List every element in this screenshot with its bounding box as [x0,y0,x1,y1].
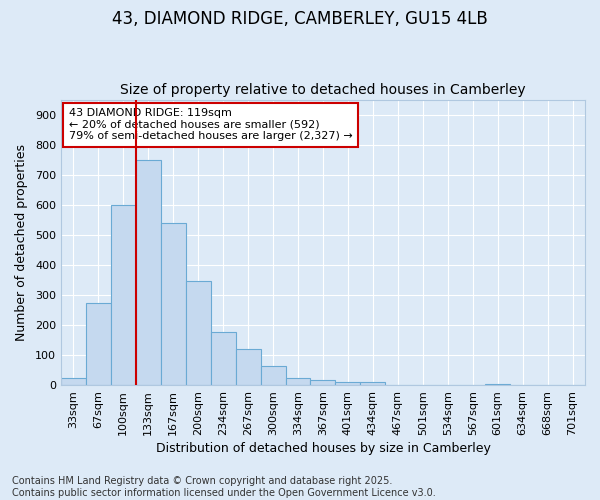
Bar [335,382,361,385]
Y-axis label: Number of detached properties: Number of detached properties [15,144,28,341]
Bar [111,205,136,385]
Bar [161,223,186,385]
Bar [361,382,385,385]
Bar [260,366,286,385]
Bar [211,332,236,385]
Bar [61,378,86,385]
Bar [286,378,310,385]
Bar [136,160,161,385]
Text: Contains HM Land Registry data © Crown copyright and database right 2025.
Contai: Contains HM Land Registry data © Crown c… [12,476,436,498]
Text: 43 DIAMOND RIDGE: 119sqm
← 20% of detached houses are smaller (592)
79% of semi-: 43 DIAMOND RIDGE: 119sqm ← 20% of detach… [69,108,353,142]
Title: Size of property relative to detached houses in Camberley: Size of property relative to detached ho… [120,83,526,97]
Bar [310,380,335,385]
Bar [236,349,260,385]
Bar [86,302,111,385]
Bar [485,384,510,385]
Bar [186,282,211,385]
Text: 43, DIAMOND RIDGE, CAMBERLEY, GU15 4LB: 43, DIAMOND RIDGE, CAMBERLEY, GU15 4LB [112,10,488,28]
X-axis label: Distribution of detached houses by size in Camberley: Distribution of detached houses by size … [155,442,490,455]
